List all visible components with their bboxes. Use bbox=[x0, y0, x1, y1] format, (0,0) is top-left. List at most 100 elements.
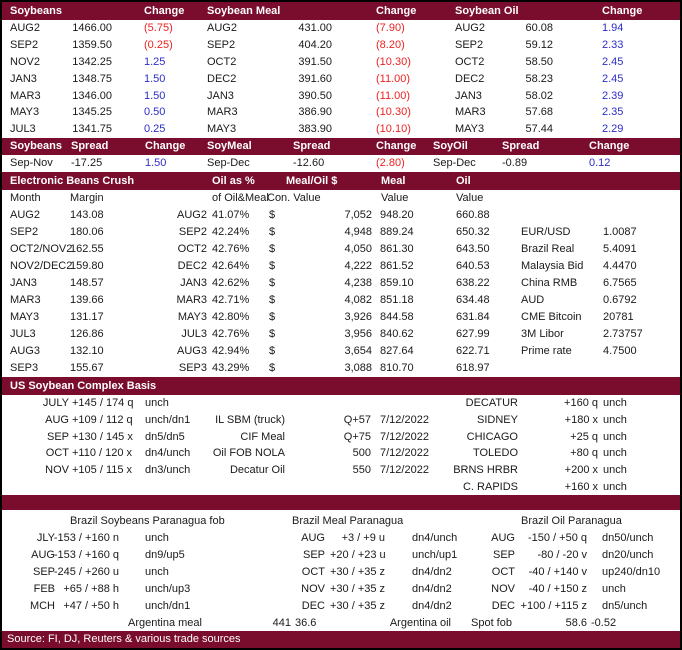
crush-subheader-month: Month bbox=[10, 192, 41, 205]
cell-p2: 386.90 bbox=[298, 106, 332, 119]
cell-cm2: JAN3 bbox=[180, 277, 207, 290]
cell-ccur: 3M Libor bbox=[521, 328, 564, 341]
crush-row: AUG2 143.08 AUG2 41.07% $7,052 948.20 660.88 bbox=[2, 207, 680, 224]
cell-ch1: 1.25 bbox=[144, 55, 166, 68]
cell-sv1: -17.25 bbox=[71, 157, 103, 170]
cell-ch3: 1.94 bbox=[602, 22, 624, 34]
crush-row: NOV2/DEC2 159.80 DEC2 42.64% $4,222 861.52 640… bbox=[2, 258, 680, 275]
cell-zm1: MCH bbox=[29, 600, 55, 613]
spread-header-spread2: Spread bbox=[293, 140, 331, 153]
cell-p1: 1342.25 bbox=[72, 55, 112, 68]
cell-cm: SEP3 bbox=[10, 362, 39, 375]
cell-m2: MAR3 bbox=[207, 106, 238, 119]
cell-sm3: Sep-Dec bbox=[433, 157, 476, 170]
cell-ch2: (10.10) bbox=[376, 123, 411, 136]
cell-cm: MAR3 bbox=[10, 294, 41, 307]
cell-zc2: dn4/dn2 bbox=[412, 583, 452, 596]
cell-bml: Oil FOB NOLA bbox=[212, 447, 285, 460]
cell-cpct: 42.71% bbox=[212, 294, 250, 307]
cell-cmealv: 827.64 bbox=[380, 345, 414, 358]
cell-zv2: +30 / +35 z bbox=[330, 600, 386, 613]
crush-subheader-oil-value: Value bbox=[456, 192, 484, 205]
spot-fob-change: -0.52 bbox=[591, 617, 617, 630]
cell-zc3: dn20/unch bbox=[602, 549, 654, 562]
cell-bb: +200 x bbox=[564, 463, 598, 476]
argentina-oil-label: Argentina oil bbox=[389, 617, 451, 630]
cell-p1: 1346.00 bbox=[72, 89, 112, 102]
cell-p3: 57.68 bbox=[525, 106, 553, 119]
brazil-row: JLY -153 / +160 n unch AUG +3 / +9 u dn4/unch… bbox=[2, 530, 680, 547]
cell-cm2: AUG3 bbox=[177, 345, 207, 358]
cell-m3: AUG2 bbox=[455, 22, 485, 34]
cell-zc2: dn4/unch bbox=[412, 532, 458, 545]
cell-bu: unch bbox=[603, 463, 627, 476]
brazil-row: FEB +65 / +88 h unch/up3 NOV +30 / +35 z dn4/… bbox=[2, 581, 680, 598]
brazil-row: MCH +47 / +50 h unch/dn1 DEC +30 / +35 z dn4/… bbox=[2, 598, 680, 615]
cell-m2: JAN3 bbox=[207, 89, 234, 102]
cell-ccurv: 20781 bbox=[603, 311, 634, 324]
cell-zm1: JLY bbox=[36, 532, 55, 545]
cell-cpct: 42.76% bbox=[212, 328, 250, 341]
cell-cm: AUG3 bbox=[10, 345, 40, 358]
brazil-soybeans-title: Brazil Soybeans Paranagua fob bbox=[70, 515, 225, 528]
cell-ccon: 4,082 bbox=[344, 294, 372, 307]
cell-ch1: 1.50 bbox=[144, 89, 166, 102]
cell-zv2: +3 / +9 u bbox=[341, 532, 385, 545]
cell-zc2: dn4/dn2 bbox=[412, 566, 452, 579]
cell-ch3: 2.39 bbox=[602, 89, 624, 102]
cell-ccur: Prime rate bbox=[521, 345, 572, 358]
basis-row: NOV +105 / 115 x dn3/unch Decatur Oil 550 7/1… bbox=[2, 462, 680, 479]
cell-ccurv: 6.7565 bbox=[603, 277, 637, 290]
cell-zv2: +20 / +23 u bbox=[330, 549, 386, 562]
brazil-meal-title: Brazil Meal Paranagua bbox=[292, 515, 404, 528]
cell-bc: unch bbox=[145, 397, 169, 410]
cell-m3: JAN3 bbox=[455, 89, 482, 102]
cell-cmealv: 889.24 bbox=[380, 226, 414, 239]
cell-coilv: 660.88 bbox=[456, 209, 490, 222]
cell-cm2: MAR3 bbox=[176, 294, 207, 307]
cell-zm2: OCT bbox=[301, 566, 325, 579]
cell-bu: unch bbox=[603, 447, 627, 460]
cell-p1: 1348.75 bbox=[72, 72, 112, 85]
cell-m2: OCT2 bbox=[207, 55, 237, 68]
cell-bb: +160 q bbox=[564, 397, 598, 410]
cell-zc1: unch bbox=[145, 532, 169, 545]
cell-ccon: 4,238 bbox=[344, 277, 372, 290]
cell-coilv: 638.22 bbox=[456, 277, 490, 290]
cell-coilv: 650.32 bbox=[456, 226, 490, 239]
cell-cdol: $ bbox=[269, 260, 276, 273]
cell-ccon: 4,050 bbox=[344, 243, 372, 256]
cell-cdol: $ bbox=[269, 277, 276, 290]
cell-zm3: OCT bbox=[491, 566, 515, 579]
futures-header-soybeans: Soybeans bbox=[10, 5, 62, 17]
cell-bmv: 550 bbox=[352, 463, 371, 476]
cell-cdol: $ bbox=[269, 243, 276, 256]
cell-ccon: 3,654 bbox=[344, 345, 372, 358]
cell-m3: OCT2 bbox=[455, 55, 485, 68]
crush-table: AUG2 143.08 AUG2 41.07% $7,052 948.20 660.88 SE… bbox=[2, 207, 680, 377]
futures-row: NOV2 1342.25 1.25 OCT2 391.50 (10.30) OCT2 58.5… bbox=[2, 54, 680, 71]
spread-header-row: Soybeans Spread Change SoyMeal Spread Ch… bbox=[2, 138, 680, 156]
cell-m3: DEC2 bbox=[455, 72, 485, 85]
cell-bc: dn3/unch bbox=[145, 463, 191, 476]
futures-header-change-meal: Change bbox=[376, 5, 417, 17]
spread-table: Sep-Nov -17.25 1.50 Sep-Dec -12.60 (2.80) Sep-… bbox=[2, 155, 680, 172]
spot-fob-label: Spot fob bbox=[471, 617, 512, 630]
cell-p3: 58.23 bbox=[525, 72, 553, 85]
cell-bv: +110 / 120 x bbox=[72, 447, 133, 460]
cell-cm2: MAY3 bbox=[177, 311, 207, 324]
spread-header-soymeal: SoyMeal bbox=[207, 140, 252, 153]
crush-header-row: Electronic Beans Crush Oil as % Meal/Oil… bbox=[2, 172, 680, 191]
futures-row: JAN3 1348.75 1.50 DEC2 391.60 (11.00) DEC2 58.2… bbox=[2, 71, 680, 88]
cell-bd: 7/12/2022 bbox=[380, 413, 429, 426]
cell-p3: 58.02 bbox=[525, 89, 553, 102]
cell-zv3: -150 / +50 q bbox=[527, 532, 587, 545]
cell-bu: unch bbox=[603, 413, 627, 426]
cell-zv1: +65 / +88 h bbox=[63, 583, 119, 596]
cell-ch1: 0.25 bbox=[144, 123, 166, 136]
cell-zc3: dn50/unch bbox=[602, 532, 654, 545]
spread-row: Sep-Nov -17.25 1.50 Sep-Dec -12.60 (2.80) Sep-… bbox=[2, 155, 680, 172]
crush-header-meal-oil-dollar: Meal/Oil $ bbox=[286, 175, 338, 188]
futures-header-row: Soybeans Change Soybean Meal Change Soyb… bbox=[2, 2, 680, 20]
